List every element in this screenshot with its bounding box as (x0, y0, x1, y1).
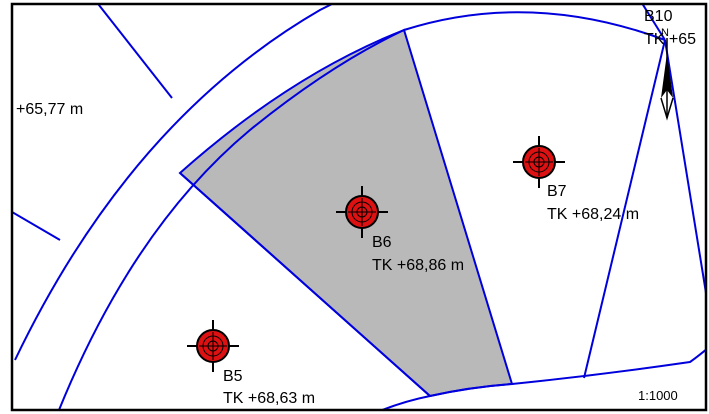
road-boundary-inner (57, 11, 666, 410)
borehole-level-b6: TK +68,86 m (372, 257, 464, 274)
left-edge-label: +65,77 m (16, 101, 83, 118)
parcel-line-e (583, 39, 666, 379)
road-boundary-south (379, 348, 706, 410)
borehole-level-b10: TK +65 (644, 31, 696, 48)
parcel-line-nw (96, 4, 173, 99)
borehole-id-b10: B10 (644, 8, 673, 25)
scale-label: 1:1000 (638, 388, 678, 403)
borehole-id-b5: B5 (223, 368, 243, 385)
borehole-level-b5: TK +68,63 m (223, 390, 315, 407)
borehole-marker-b7[interactable] (513, 136, 565, 188)
road-boundary-outer (14, 4, 335, 361)
borehole-id-b7: B7 (547, 183, 567, 200)
north-arrow-icon: N (660, 27, 674, 121)
borehole-id-b6: B6 (372, 234, 392, 251)
borehole-marker-b6[interactable] (336, 186, 388, 238)
map-frame (10, 2, 708, 412)
borehole-level-b7: TK +68,24 m (547, 206, 639, 223)
borehole-marker-b5[interactable] (187, 320, 239, 372)
parcel-line-ne (664, 39, 706, 300)
parcel-line-sw (179, 172, 431, 397)
svg-text:N: N (661, 27, 669, 39)
parcel-line-n (641, 4, 666, 41)
parcel-line-w (12, 211, 61, 241)
